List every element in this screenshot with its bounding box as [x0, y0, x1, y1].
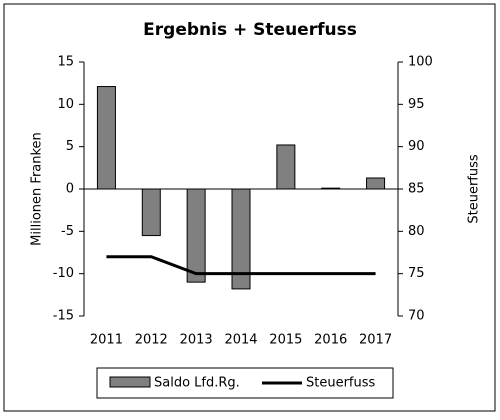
- y-tick-label: 0: [66, 182, 74, 197]
- y-tick-label: -5: [61, 224, 74, 239]
- y2-tick-label: 100: [408, 55, 433, 70]
- y-tick-label: -10: [53, 266, 74, 281]
- bar: [231, 188, 251, 290]
- y-tick-label: -15: [53, 309, 74, 324]
- bar: [186, 188, 206, 283]
- legend-label: Saldo Lfd.Rg.: [154, 376, 240, 391]
- bar: [141, 188, 161, 237]
- y2-tick-label: 90: [408, 139, 425, 154]
- x-tick-label: 2011: [90, 333, 123, 348]
- y2-axis-label: Steuerfuss: [467, 154, 482, 224]
- x-tick-label: 2012: [135, 333, 168, 348]
- y-tick-label: 15: [57, 55, 74, 70]
- y2-tick-label: 75: [408, 266, 425, 281]
- x-tick-label: 2015: [269, 333, 302, 348]
- chart-title: Ergebnis + Steuerfuss: [143, 20, 357, 40]
- x-tick-label: 2016: [314, 333, 347, 348]
- y2-tick-label: 70: [408, 309, 425, 324]
- bar: [321, 187, 341, 190]
- y-tick-label: 5: [66, 139, 74, 154]
- y2-tick-label: 80: [408, 224, 425, 239]
- x-tick-label: 2013: [180, 333, 213, 348]
- line: [106, 255, 376, 276]
- y-tick-label: 10: [57, 97, 74, 112]
- legend-label: Steuerfuss: [306, 376, 376, 391]
- y-axis-label: Millionen Franken: [30, 132, 45, 246]
- x-tick-label: 2017: [359, 333, 392, 348]
- y2-tick-label: 85: [408, 182, 425, 197]
- bar: [366, 177, 386, 190]
- bar: [96, 86, 116, 190]
- x-tick-label: 2014: [224, 333, 257, 348]
- y2-tick-label: 95: [408, 97, 425, 112]
- legend-swatch: [109, 376, 151, 388]
- bar: [276, 144, 296, 190]
